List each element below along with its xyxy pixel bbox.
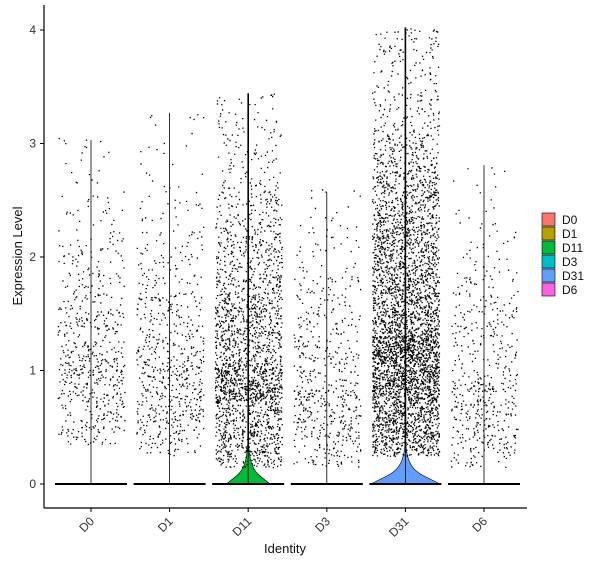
points-D11	[214, 93, 283, 469]
y-axis-title: Expression Level	[10, 206, 25, 305]
legend-entry-D0: D0	[541, 212, 578, 227]
legend-entry-D1: D1	[541, 226, 578, 241]
legend-label-D1: D1	[562, 227, 578, 241]
point-cloud-D3	[293, 189, 362, 468]
y-tick-label-4: 4	[29, 23, 36, 37]
points-D3	[293, 189, 362, 468]
legend-label-D0: D0	[562, 213, 578, 227]
x-tick-label-D3: D3	[312, 514, 333, 535]
violin-layer	[55, 27, 520, 485]
y-tick-label-3: 3	[29, 137, 36, 151]
x-tick-label-D1: D1	[155, 514, 176, 535]
legend-label-D31: D31	[562, 269, 584, 283]
legend-entry-D3: D3	[541, 254, 578, 269]
legend-entry-D11: D11	[541, 240, 583, 255]
legend-swatch-D0	[541, 212, 556, 227]
legend-entry-D31: D31	[541, 268, 584, 283]
points-D1	[136, 114, 205, 457]
axes-layer	[43, 5, 527, 509]
points-D0	[57, 137, 126, 446]
y-tick-label-2: 2	[29, 250, 36, 264]
legend-entry-D6: D6	[541, 282, 578, 297]
x-ticks: D0 D1 D11 D3 D31 D6	[76, 508, 490, 540]
violin-D11	[212, 93, 285, 485]
legend-label-D6: D6	[562, 283, 578, 297]
legend-label-D3: D3	[562, 255, 578, 269]
legend-swatch-D1	[541, 226, 556, 241]
legend-swatch-D11	[541, 240, 556, 255]
legend-swatch-D31	[541, 268, 556, 283]
x-tick-label-D6: D6	[469, 514, 490, 535]
x-tick-label-D11: D11	[229, 514, 254, 539]
point-cloud-D11	[214, 93, 283, 469]
legend-swatch-D6	[541, 282, 556, 297]
x-axis-title: Identity	[264, 541, 306, 556]
violin-D0	[55, 140, 127, 485]
violin-D1	[133, 112, 206, 485]
points-layer	[57, 28, 519, 469]
points-D6	[450, 167, 519, 469]
x-tick-label-D0: D0	[76, 514, 97, 535]
points-D31	[371, 28, 441, 457]
point-cloud-D0	[57, 137, 126, 446]
point-cloud-D1	[136, 114, 205, 457]
legend-swatch-D3	[541, 254, 556, 269]
y-ticks: 0 1 2 3 4	[29, 23, 44, 491]
y-tick-label-1: 1	[29, 364, 36, 378]
legend-label-D11: D11	[562, 241, 583, 255]
point-cloud-D31	[371, 28, 441, 457]
point-cloud-D6	[450, 167, 519, 469]
x-tick-label-D31: D31	[386, 514, 412, 540]
y-tick-label-0: 0	[29, 477, 36, 491]
